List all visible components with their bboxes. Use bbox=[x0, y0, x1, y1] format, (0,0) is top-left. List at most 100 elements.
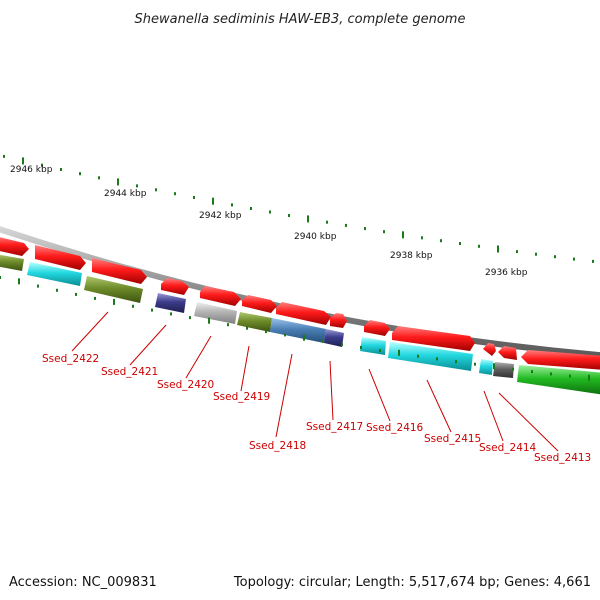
inner-tick bbox=[18, 278, 20, 285]
inner-tick bbox=[132, 304, 134, 308]
inner-tick bbox=[189, 316, 191, 320]
gene-block[interactable] bbox=[27, 262, 82, 286]
scale-tick bbox=[79, 172, 81, 176]
scale-tick bbox=[326, 220, 328, 224]
leader-lines bbox=[71, 311, 559, 452]
gene-label[interactable]: Ssed_2416 bbox=[366, 422, 424, 434]
scale-label-2938: 2938 kbp bbox=[390, 251, 433, 261]
gene-label[interactable]: Ssed_2414 bbox=[479, 442, 537, 454]
scale-ruler bbox=[3, 154, 594, 263]
scale-labels: 2946 kbp 2944 kbp 2942 kbp 2940 kbp 2938… bbox=[10, 165, 528, 278]
scale-tick bbox=[440, 239, 442, 243]
scale-tick bbox=[288, 214, 290, 217]
inner-tick bbox=[322, 339, 324, 343]
gene-labels: Ssed_2422 Ssed_2421 Ssed_2420 Ssed_2419 … bbox=[42, 353, 591, 464]
inner-tick bbox=[227, 323, 229, 327]
scale-tick bbox=[136, 184, 138, 188]
scale-tick bbox=[497, 245, 499, 253]
gene-block[interactable] bbox=[517, 365, 600, 395]
scale-tick bbox=[592, 259, 594, 263]
scale-tick bbox=[269, 210, 271, 214]
gene-arrow-fwd[interactable] bbox=[0, 236, 29, 256]
scale-tick bbox=[364, 227, 366, 231]
scale-tick bbox=[421, 236, 423, 240]
scale-tick bbox=[98, 176, 100, 180]
scale-tick bbox=[212, 197, 214, 205]
gene-block[interactable] bbox=[194, 302, 237, 324]
gene-arrow-fwd[interactable] bbox=[364, 320, 390, 336]
gene-label[interactable]: Ssed_2417 bbox=[306, 421, 363, 433]
gene-block[interactable] bbox=[360, 337, 386, 355]
scale-tick bbox=[307, 215, 309, 223]
gene-arrow-fwd[interactable] bbox=[330, 313, 347, 328]
gene-block[interactable] bbox=[84, 276, 143, 303]
gene-label[interactable]: Ssed_2413 bbox=[534, 452, 591, 464]
inner-tick bbox=[493, 363, 495, 370]
gene-label[interactable]: Ssed_2419 bbox=[213, 391, 270, 403]
gene-block[interactable] bbox=[388, 342, 473, 371]
scale-label-2946: 2946 kbp bbox=[10, 165, 53, 175]
inner-tick bbox=[474, 362, 476, 366]
genome-summary: Topology: circular; Length: 5,517,674 bp… bbox=[233, 575, 591, 590]
gene-block[interactable] bbox=[324, 329, 344, 347]
scale-tick bbox=[174, 192, 176, 196]
inner-tick bbox=[208, 317, 210, 324]
inner-tick bbox=[56, 288, 58, 292]
gene-arrow-fwd[interactable] bbox=[483, 343, 496, 356]
scale-label-2944: 2944 kbp bbox=[104, 189, 147, 199]
inner-tick bbox=[170, 312, 172, 316]
inner-tick bbox=[94, 296, 96, 300]
gene-arrow-fwd[interactable] bbox=[92, 258, 147, 284]
gene-block[interactable] bbox=[479, 359, 493, 375]
inner-tick bbox=[75, 292, 77, 296]
scale-tick bbox=[554, 255, 556, 259]
inner-tick bbox=[417, 354, 419, 358]
gene-block[interactable] bbox=[155, 293, 186, 313]
scale-tick bbox=[459, 242, 461, 245]
inner-tick bbox=[436, 357, 438, 361]
gene-arrow-fwd[interactable] bbox=[200, 286, 241, 306]
gene-arrow-fwd[interactable] bbox=[35, 245, 86, 270]
gene-arrow-fwd[interactable] bbox=[276, 302, 331, 325]
scale-tick bbox=[383, 230, 385, 234]
scale-label-2940: 2940 kbp bbox=[294, 232, 337, 242]
scale-tick bbox=[3, 154, 5, 158]
scale-tick bbox=[250, 207, 252, 210]
accession-text: Accession: NC_009831 bbox=[9, 575, 157, 590]
gene-arrow-fwd[interactable] bbox=[242, 295, 277, 313]
scale-tick bbox=[22, 157, 24, 165]
gene-label[interactable]: Ssed_2422 bbox=[42, 353, 99, 365]
inner-tick bbox=[569, 374, 571, 378]
gene-block[interactable] bbox=[237, 312, 272, 332]
scale-tick bbox=[117, 178, 119, 186]
gene-label[interactable]: Ssed_2415 bbox=[424, 433, 481, 445]
inner-tick bbox=[341, 343, 343, 346]
inner-tick bbox=[0, 276, 1, 279]
gene-label[interactable]: Ssed_2421 bbox=[101, 366, 158, 378]
gene-arrow-fwd[interactable] bbox=[521, 350, 600, 370]
scale-tick bbox=[60, 168, 62, 171]
inner-tick bbox=[360, 346, 362, 349]
inner-tick bbox=[531, 370, 533, 374]
inner-tick bbox=[113, 298, 115, 305]
map-title: Shewanella sediminis HAW-EB3, complete g… bbox=[135, 12, 466, 27]
scale-label-2942: 2942 kbp bbox=[199, 211, 242, 221]
inner-tick bbox=[284, 333, 286, 337]
gene-label[interactable]: Ssed_2420 bbox=[157, 379, 214, 391]
inner-tick bbox=[151, 308, 153, 312]
scale-tick bbox=[155, 188, 157, 192]
inner-tick bbox=[303, 334, 305, 341]
gene-block[interactable] bbox=[493, 362, 514, 378]
inner-tick bbox=[512, 367, 514, 371]
scale-tick bbox=[41, 163, 43, 167]
gene-arrow-fwd[interactable] bbox=[498, 346, 517, 360]
inner-tick bbox=[379, 349, 381, 352]
gene-block[interactable] bbox=[270, 318, 326, 343]
gene-arrow-fwd[interactable] bbox=[161, 278, 189, 295]
inner-tick-track bbox=[0, 276, 590, 381]
scale-label-2936: 2936 kbp bbox=[485, 268, 528, 278]
gene-label[interactable]: Ssed_2418 bbox=[249, 440, 306, 452]
gene-arrow-fwd[interactable] bbox=[392, 326, 475, 351]
scale-tick bbox=[402, 231, 404, 239]
gene-block[interactable] bbox=[0, 254, 24, 271]
